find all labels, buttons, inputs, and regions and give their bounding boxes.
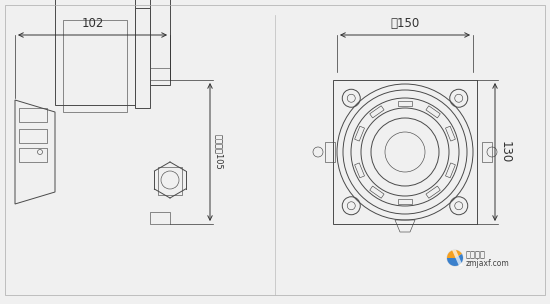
Bar	[135, 8, 150, 108]
Text: 安装尺寸105: 安装尺寸105	[214, 134, 223, 170]
Bar	[55, 0, 135, 105]
Circle shape	[447, 250, 463, 266]
Bar	[63, 20, 127, 112]
Wedge shape	[447, 254, 463, 266]
Text: zmjaxf.com: zmjaxf.com	[466, 258, 510, 268]
Text: 智森消防: 智森消防	[466, 250, 486, 260]
Bar	[325, 142, 335, 162]
Text: 130: 130	[499, 141, 512, 163]
Bar	[19, 129, 47, 143]
Bar	[482, 142, 492, 162]
Bar	[150, 0, 170, 85]
Polygon shape	[452, 250, 463, 266]
Bar	[19, 148, 47, 162]
Bar	[150, 212, 170, 224]
Wedge shape	[447, 250, 462, 258]
Bar	[150, 68, 170, 80]
Text: 约150: 约150	[390, 17, 420, 30]
Text: 102: 102	[81, 17, 104, 30]
Bar	[19, 108, 47, 122]
Bar	[333, 80, 477, 224]
Bar	[158, 167, 182, 195]
